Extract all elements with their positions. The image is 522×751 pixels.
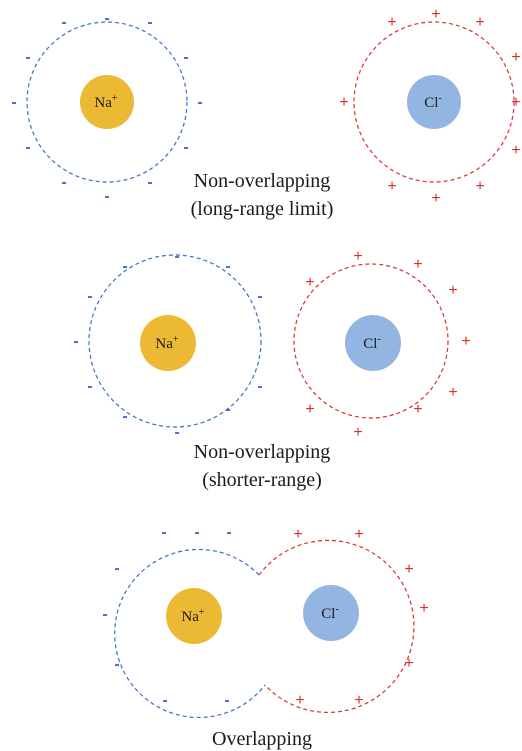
cl-electron-cloud bbox=[353, 21, 515, 183]
negative-charge-sign: - bbox=[11, 94, 16, 111]
negative-charge-sign: - bbox=[104, 10, 109, 27]
negative-charge-sign: - bbox=[102, 606, 107, 623]
panel-long-range: Na+ Cl- - - - - - - - - - - - - + + + + + + + + + + Non-over… bbox=[11, 6, 520, 220]
positive-charge-sign: + bbox=[475, 178, 484, 195]
negative-charge-sign: - bbox=[147, 14, 152, 31]
negative-charge-sign: - bbox=[122, 408, 127, 425]
negative-charge-sign: - bbox=[162, 692, 167, 709]
positive-charge-sign: + bbox=[413, 401, 422, 418]
negative-charge-sign: - bbox=[114, 560, 119, 577]
positive-charge-sign: + bbox=[295, 692, 304, 709]
negative-charge-sign: - bbox=[226, 524, 231, 541]
na-ion-label: Na+ bbox=[181, 607, 205, 625]
negative-charge-sign: - bbox=[147, 174, 152, 191]
negative-charge-sign: - bbox=[224, 692, 229, 709]
cl-ion bbox=[407, 75, 461, 129]
positive-charge-sign: + bbox=[305, 274, 314, 291]
negative-charge-sign: - bbox=[25, 49, 30, 66]
positive-charges: + + + + + + + + + bbox=[305, 248, 470, 441]
negative-charge-sign: - bbox=[183, 139, 188, 156]
negative-charge-sign: - bbox=[87, 378, 92, 395]
positive-charges: + + + + + + + bbox=[293, 526, 428, 709]
negative-charge-sign: - bbox=[114, 656, 119, 673]
positive-charge-sign: + bbox=[404, 655, 413, 672]
positive-charge-sign: + bbox=[387, 178, 396, 195]
negative-charge-sign: - bbox=[257, 288, 262, 305]
positive-charge-sign: + bbox=[431, 190, 440, 207]
positive-charge-sign: + bbox=[511, 49, 520, 66]
positive-charge-sign: + bbox=[354, 692, 363, 709]
positive-charge-sign: + bbox=[448, 282, 457, 299]
positive-charge-sign: + bbox=[353, 248, 362, 265]
na-ion-label: Na+ bbox=[94, 93, 118, 111]
positive-charge-sign: + bbox=[475, 14, 484, 31]
panel-caption-line1: Non-overlapping bbox=[194, 170, 331, 192]
positive-charges: + + + + + + + + + + bbox=[339, 6, 520, 207]
negative-charge-sign: - bbox=[183, 49, 188, 66]
na-ion bbox=[80, 75, 134, 129]
panel-caption-line2: (long-range limit) bbox=[191, 198, 334, 220]
negative-charge-sign: - bbox=[73, 333, 78, 350]
negative-charges: - - - - - - - - - - - bbox=[73, 248, 262, 441]
negative-charge-sign: - bbox=[225, 258, 230, 275]
cl-electron-cloud bbox=[258, 539, 415, 713]
negative-charge-sign: - bbox=[87, 288, 92, 305]
negative-charge-sign: - bbox=[174, 424, 179, 441]
positive-charge-sign: + bbox=[511, 142, 520, 159]
cl-ion-label: Cl- bbox=[424, 93, 442, 111]
positive-charge-sign: + bbox=[448, 384, 457, 401]
negative-charge-sign: - bbox=[194, 524, 199, 541]
positive-charge-sign: + bbox=[354, 526, 363, 543]
na-ion-label: Na+ bbox=[155, 334, 179, 352]
negative-charge-sign: - bbox=[257, 378, 262, 395]
positive-charge-sign: + bbox=[413, 256, 422, 273]
panel-caption-line1: Overlapping bbox=[212, 728, 312, 750]
negative-charge-sign: - bbox=[225, 401, 230, 418]
negative-charge-sign: - bbox=[61, 14, 66, 31]
positive-charge-sign: + bbox=[305, 401, 314, 418]
negative-charge-sign: - bbox=[25, 139, 30, 156]
na-electron-cloud bbox=[88, 254, 262, 428]
panel-caption-line1: Non-overlapping bbox=[194, 441, 331, 463]
na-electron-cloud bbox=[114, 548, 266, 719]
cl-ion bbox=[303, 585, 359, 641]
positive-charge-sign: + bbox=[511, 94, 520, 111]
negative-charge-sign: - bbox=[174, 248, 179, 265]
positive-charge-sign: + bbox=[431, 6, 440, 23]
negative-charge-sign: - bbox=[197, 94, 202, 111]
cl-ion-label: Cl- bbox=[363, 334, 381, 352]
positive-charge-sign: + bbox=[353, 424, 362, 441]
negative-charge-sign: - bbox=[61, 174, 66, 191]
cl-ion-label: Cl- bbox=[321, 604, 339, 622]
cl-ion bbox=[345, 315, 401, 371]
negative-charges: - - - - - - - - bbox=[102, 524, 231, 709]
positive-charge-sign: + bbox=[293, 526, 302, 543]
negative-charge-sign: - bbox=[161, 524, 166, 541]
negative-charge-sign: - bbox=[122, 258, 127, 275]
negative-charge-sign: - bbox=[104, 188, 109, 205]
positive-charge-sign: + bbox=[461, 333, 470, 350]
positive-charge-sign: + bbox=[404, 561, 413, 578]
panel-shorter-range: Na+ Cl- - - - - - - - - - - - + + + + + + + + + Non-overla… bbox=[73, 248, 470, 491]
positive-charge-sign: + bbox=[387, 14, 396, 31]
na-electron-cloud bbox=[26, 21, 188, 183]
positive-charge-sign: + bbox=[419, 600, 428, 617]
na-ion bbox=[166, 588, 222, 644]
cl-electron-cloud bbox=[293, 263, 449, 419]
panel-overlapping: Na+ Cl- - - - - - - - - + + + + + + + Overlapping bbox=[102, 524, 428, 750]
negative-charges: - - - - - - - - - - - - bbox=[11, 10, 202, 205]
na-ion bbox=[140, 315, 196, 371]
panel-caption-line2: (shorter-range) bbox=[202, 469, 322, 491]
positive-charge-sign: + bbox=[339, 94, 348, 111]
